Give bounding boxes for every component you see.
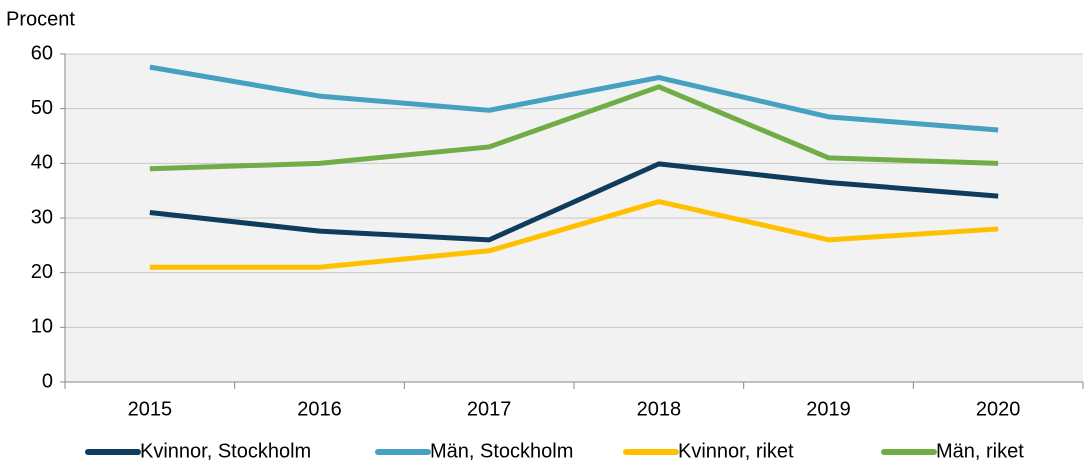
legend-label: Kvinnor, riket — [678, 440, 794, 462]
x-tick-label: 2016 — [297, 398, 342, 420]
x-tick-label: 2019 — [806, 398, 851, 420]
x-tick-label: 2017 — [467, 398, 512, 420]
y-tick-label: 50 — [31, 97, 53, 119]
legend-label: Män, Stockholm — [430, 440, 573, 462]
y-axis-label: Procent — [6, 8, 75, 30]
legend-label: Kvinnor, Stockholm — [140, 440, 311, 462]
y-tick-label: 0 — [42, 370, 53, 392]
line-series — [149, 64, 999, 133]
line-series — [149, 199, 999, 270]
x-tick-label: 2018 — [637, 398, 682, 420]
y-tick-label: 30 — [31, 206, 53, 228]
y-tick-label: 40 — [31, 152, 53, 174]
legend-label: Män, riket — [936, 440, 1024, 462]
line-series — [149, 84, 999, 172]
y-tick-label: 20 — [31, 261, 53, 283]
y-tick-label: 10 — [31, 316, 53, 338]
y-tick-label: 60 — [31, 42, 53, 64]
x-tick-label: 2020 — [976, 398, 1021, 420]
line-series — [149, 161, 999, 243]
x-tick-label: 2015 — [128, 398, 173, 420]
